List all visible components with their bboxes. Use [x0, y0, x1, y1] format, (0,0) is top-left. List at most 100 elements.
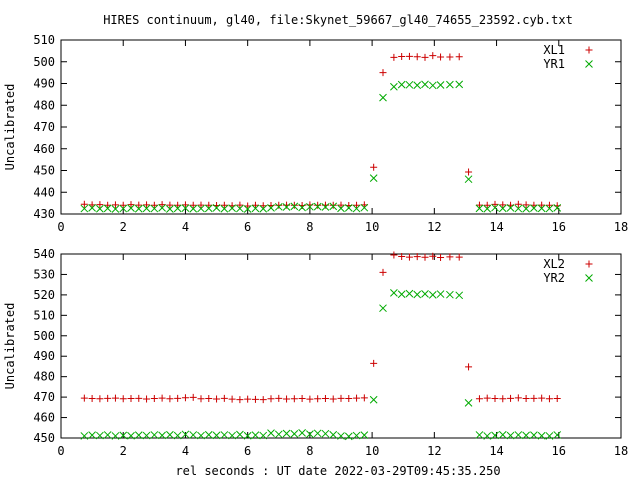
data-point — [228, 395, 236, 403]
data-point — [379, 69, 387, 77]
y-tick-label: 430 — [33, 207, 55, 221]
data-point — [158, 201, 166, 209]
data-point — [313, 429, 322, 438]
data-point — [197, 395, 205, 403]
y-axis-label: Uncalibrated — [3, 84, 17, 171]
y-tick-label: 490 — [33, 349, 55, 363]
data-point — [337, 201, 345, 209]
data-point — [96, 431, 104, 440]
data-point — [369, 395, 378, 404]
data-point — [370, 163, 378, 171]
data-point — [88, 431, 96, 439]
data-point — [491, 203, 499, 212]
data-point — [197, 204, 205, 213]
data-point — [498, 430, 507, 439]
data-point — [537, 431, 546, 440]
data-point — [306, 202, 314, 211]
data-point — [436, 81, 445, 89]
y-tick-label: 440 — [33, 185, 55, 199]
data-point — [174, 394, 182, 402]
data-point — [446, 253, 454, 261]
data-point — [111, 205, 120, 213]
data-point — [344, 432, 353, 441]
data-point — [88, 201, 96, 209]
data-point — [104, 201, 112, 209]
data-point — [298, 395, 306, 403]
y-axis-label: Uncalibrated — [3, 303, 17, 390]
data-point — [475, 201, 483, 209]
data-point — [251, 204, 260, 213]
data-point — [119, 431, 128, 440]
data-point — [111, 432, 120, 440]
data-point — [80, 204, 89, 213]
data-point — [259, 431, 268, 440]
data-point — [352, 431, 361, 440]
data-point — [80, 394, 88, 402]
data-point — [522, 431, 530, 440]
x-tick-label: 2 — [120, 444, 127, 458]
y-tick-label: 450 — [33, 164, 55, 178]
data-point — [134, 431, 143, 439]
data-point — [413, 53, 421, 61]
legend-marker — [585, 60, 593, 68]
data-point — [158, 431, 166, 440]
data-point — [321, 203, 330, 211]
data-point — [290, 202, 299, 211]
data-point — [498, 204, 507, 213]
data-point — [446, 80, 454, 89]
data-point — [251, 395, 259, 403]
data-point — [522, 395, 530, 403]
data-point — [181, 394, 189, 402]
data-point — [96, 395, 104, 403]
data-point — [220, 431, 229, 439]
data-point — [290, 201, 298, 209]
data-point — [421, 53, 429, 61]
data-point — [111, 394, 119, 402]
x-tick-label: 10 — [365, 220, 379, 234]
x-tick-label: 12 — [427, 444, 441, 458]
data-point — [321, 429, 330, 438]
data-point — [483, 201, 491, 209]
y-tick-label: 480 — [33, 98, 55, 112]
data-point — [413, 290, 422, 299]
plot-frame — [60, 39, 622, 215]
x-tick-label: 8 — [306, 220, 313, 234]
data-point — [455, 80, 464, 89]
data-point — [553, 204, 562, 212]
data-point — [530, 394, 538, 402]
data-point — [127, 204, 135, 212]
data-point — [369, 174, 378, 182]
data-point — [405, 80, 414, 89]
data-point — [298, 429, 306, 437]
series-yr1 — [80, 80, 562, 213]
legend-label: XL1 — [543, 43, 565, 57]
data-point — [150, 201, 158, 209]
data-point — [455, 253, 463, 261]
data-point — [530, 204, 538, 212]
data-point — [143, 201, 151, 209]
data-point — [514, 204, 523, 213]
data-point — [329, 202, 338, 211]
data-point — [314, 395, 322, 403]
data-point — [220, 394, 228, 402]
data-point — [429, 252, 437, 260]
legend-label: YR2 — [543, 271, 565, 285]
y-tick-label: 450 — [33, 431, 55, 445]
data-point — [80, 432, 89, 440]
plot-frame — [60, 253, 622, 439]
data-point — [174, 201, 182, 209]
data-point — [421, 253, 429, 261]
data-point — [244, 395, 252, 403]
data-point — [360, 203, 369, 212]
data-point — [313, 202, 322, 211]
data-point — [104, 394, 112, 402]
x-tick-label: 6 — [244, 444, 251, 458]
data-point — [491, 431, 499, 440]
data-point — [189, 431, 198, 439]
y-tick-label: 510 — [33, 33, 55, 47]
data-point — [88, 204, 96, 212]
y-tick-label: 540 — [33, 247, 55, 261]
data-point — [475, 395, 483, 403]
data-point — [290, 430, 299, 438]
data-point — [282, 203, 291, 211]
